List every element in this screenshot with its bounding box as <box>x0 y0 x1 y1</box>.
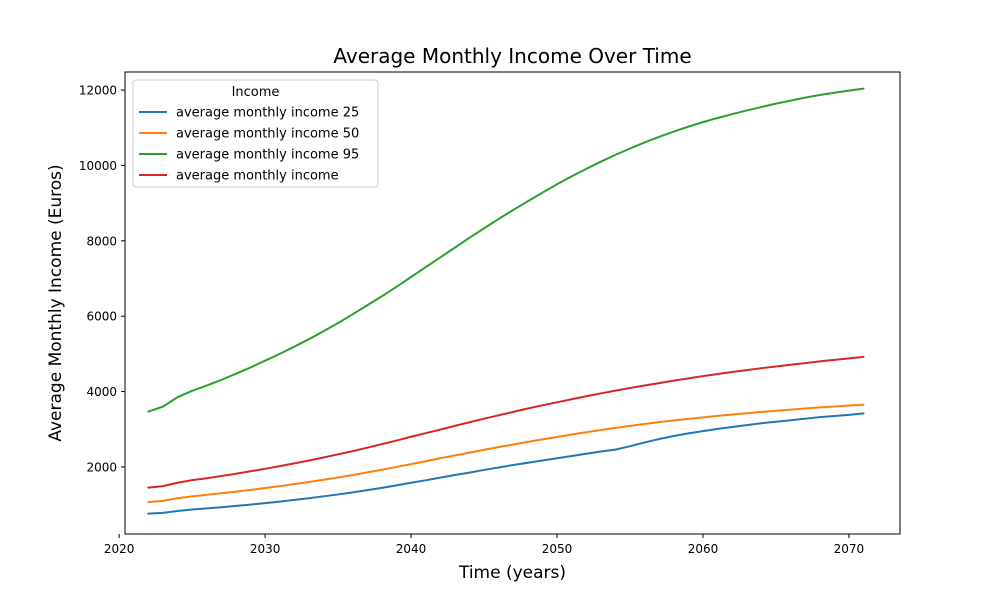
legend-box <box>132 79 379 188</box>
y-tick-label: 10000 <box>79 159 117 173</box>
legend-label-4: average monthly income <box>176 169 339 184</box>
series-line-2 <box>147 403 865 503</box>
axis-ticks: 2020 2030 2040 2050 2060 2070 2000 4000 6000 8000… <box>79 84 864 556</box>
y-tick-label: 4000 <box>86 385 117 399</box>
x-tick-label: 2060 <box>688 542 719 556</box>
x-tick-label: 2070 <box>834 542 865 556</box>
series-line-1 <box>147 412 865 515</box>
x-axis-label: Time (years) <box>458 563 566 583</box>
y-tick-label: 6000 <box>86 310 117 324</box>
plot-area-frame <box>124 71 901 535</box>
y-tick-label: 12000 <box>79 84 117 98</box>
x-tick-label: 2030 <box>250 542 281 556</box>
y-axis-label: Average Monthly Income (Euros) <box>46 164 66 441</box>
legend-title: Income <box>232 85 280 100</box>
series-line-4 <box>147 355 865 489</box>
y-tick-label: 8000 <box>86 234 117 248</box>
y-tick-label: 2000 <box>86 460 117 474</box>
plot-lines <box>147 87 865 515</box>
x-tick-label: 2040 <box>396 542 427 556</box>
legend-label-2: average monthly income 50 <box>176 127 359 142</box>
x-tick-label: 2020 <box>104 542 135 556</box>
legend-label-1: average monthly income 25 <box>176 106 359 121</box>
legend: Income average monthly income 25 average m… <box>132 79 379 188</box>
chart-title: Average Monthly Income Over Time <box>333 44 691 68</box>
legend-label-3: average monthly income 95 <box>176 148 359 163</box>
series-line-3 <box>147 87 865 413</box>
x-tick-label: 2050 <box>542 542 573 556</box>
